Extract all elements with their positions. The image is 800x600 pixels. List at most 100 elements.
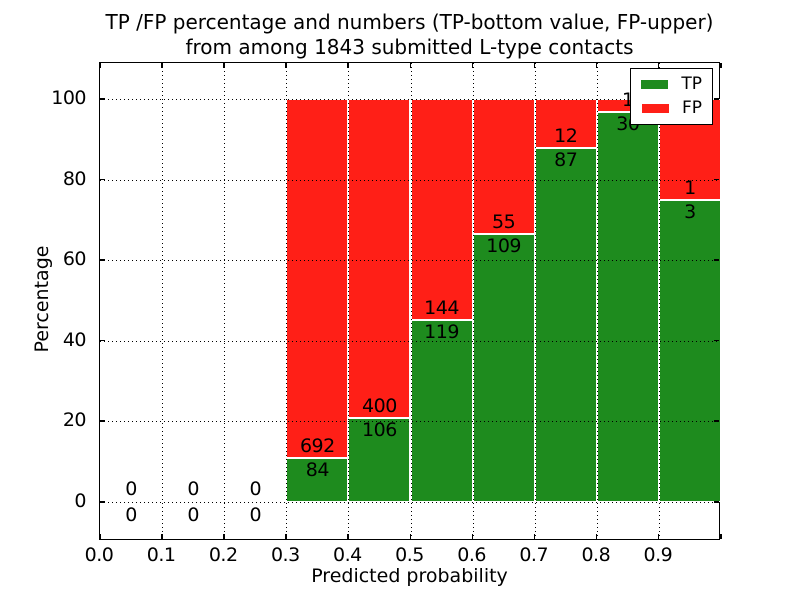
plot-ticks-layer bbox=[99, 63, 722, 539]
x-axis-tick-top bbox=[409, 63, 411, 68]
bar-tp-segment bbox=[596, 112, 659, 502]
y-axis-tick-right bbox=[714, 98, 719, 100]
legend-label: TP bbox=[681, 74, 702, 94]
tp-count-label: 3 bbox=[684, 201, 696, 224]
grid-line-vertical bbox=[658, 63, 660, 539]
bar-tp-segment bbox=[348, 417, 411, 502]
x-axis-tick-top bbox=[657, 63, 660, 68]
chart-title: TP /FP percentage and numbers (TP-bottom… bbox=[99, 10, 720, 60]
x-axis-tick-top bbox=[347, 63, 349, 68]
tp-count-label: 106 bbox=[362, 418, 397, 441]
y-tick-label: 100 bbox=[51, 87, 86, 110]
chart-title-line-1: TP /FP percentage and numbers (TP-bottom… bbox=[105, 10, 714, 34]
grid-line-horizontal bbox=[100, 99, 719, 101]
y-axis-tick-right bbox=[714, 259, 719, 261]
y-tick-label: 80 bbox=[62, 167, 87, 190]
x-axis-tick bbox=[595, 534, 598, 539]
y-axis-tick bbox=[100, 259, 105, 261]
x-axis-tick-top bbox=[471, 63, 474, 68]
tp-count-label: 84 bbox=[305, 459, 330, 482]
x-tick-label: 0.1 bbox=[146, 544, 176, 566]
y-axis-tick bbox=[100, 339, 105, 342]
x-axis-tick bbox=[409, 534, 411, 539]
legend-swatch bbox=[641, 80, 669, 89]
fp-count-label: 144 bbox=[424, 296, 459, 319]
fp-count-label: 12 bbox=[554, 125, 578, 148]
y-tick-label: 0 bbox=[74, 490, 86, 512]
y-tick-label: 60 bbox=[62, 248, 87, 271]
y-axis-label: Percentage bbox=[31, 245, 53, 353]
grid-line-horizontal bbox=[100, 421, 719, 423]
grid-line-vertical bbox=[348, 63, 350, 539]
grid-line-horizontal bbox=[100, 179, 719, 181]
legend: TP FP bbox=[630, 68, 713, 125]
plot-area: 0 0 0 0 0 0 692 84 400 106 144 119 55 109 12 87 1 30 1 3 TP… bbox=[99, 62, 722, 540]
bar-fp-segment bbox=[410, 99, 473, 320]
y-axis-tick-right bbox=[714, 420, 719, 422]
tp-count-label: 0 bbox=[187, 504, 199, 526]
x-axis-tick-top bbox=[223, 63, 225, 68]
bar-tp-segment bbox=[658, 200, 721, 502]
chart-title-line-2: from among 1843 submitted L-type contact… bbox=[185, 35, 634, 59]
legend-row: FP bbox=[641, 100, 702, 117]
grid-line-vertical bbox=[286, 63, 288, 539]
legend-label: FP bbox=[681, 98, 702, 118]
tp-count-label: 109 bbox=[486, 235, 522, 258]
grid-line-horizontal bbox=[100, 340, 719, 342]
x-axis-label: Predicted probability bbox=[311, 565, 508, 587]
y-tick-label: 20 bbox=[62, 409, 87, 432]
y-axis-tick bbox=[100, 98, 105, 100]
grid-line-horizontal bbox=[100, 502, 719, 503]
x-tick-label: 0.6 bbox=[457, 544, 486, 566]
bar-tp-segment bbox=[472, 234, 535, 502]
x-axis-tick-top bbox=[161, 63, 163, 68]
grid-line-horizontal bbox=[100, 260, 719, 262]
y-axis-tick-right bbox=[714, 178, 719, 181]
y-axis-tick bbox=[100, 178, 105, 181]
grid-line-vertical bbox=[596, 63, 598, 539]
x-axis-tick bbox=[99, 534, 101, 539]
x-tick-label: 0.8 bbox=[581, 544, 611, 566]
x-axis-tick bbox=[657, 534, 660, 539]
y-axis-tick bbox=[100, 501, 105, 503]
bars-layer bbox=[100, 63, 721, 539]
x-axis-tick-top bbox=[595, 63, 598, 68]
y-tick-label: 40 bbox=[62, 328, 87, 351]
x-axis-tick bbox=[720, 534, 722, 539]
fp-count-label: 0 bbox=[125, 478, 137, 500]
x-axis-tick bbox=[285, 534, 287, 539]
fp-count-label: 692 bbox=[299, 435, 335, 458]
y-axis-tick-right bbox=[714, 501, 719, 503]
bar-fp-segment bbox=[286, 99, 349, 459]
x-tick-label: 0.2 bbox=[208, 544, 238, 566]
x-axis-tick-top bbox=[99, 63, 101, 68]
x-tick-label: 0.7 bbox=[519, 544, 549, 566]
x-axis-tick bbox=[223, 534, 225, 539]
grid-line-vertical bbox=[224, 63, 226, 539]
grid-line-vertical bbox=[162, 63, 164, 539]
grid-line-vertical bbox=[472, 63, 474, 539]
bar-fp-segment bbox=[348, 99, 411, 418]
x-axis-tick-top bbox=[720, 63, 722, 68]
grid-line-vertical bbox=[534, 63, 536, 539]
x-tick-label: 0.3 bbox=[270, 544, 300, 566]
x-axis-tick-top bbox=[533, 63, 536, 68]
bar-tp-segment bbox=[286, 458, 349, 502]
x-tick-label: 0.5 bbox=[395, 544, 424, 566]
x-axis-tick bbox=[471, 534, 474, 539]
x-tick-label: 0.4 bbox=[333, 544, 362, 566]
fp-count-label: 0 bbox=[187, 478, 199, 500]
tp-count-label: 87 bbox=[554, 149, 578, 172]
bar-tp-segment bbox=[410, 319, 473, 502]
y-axis-tick-right bbox=[714, 339, 719, 342]
x-axis-tick bbox=[161, 534, 163, 539]
x-axis-tick-top bbox=[285, 63, 287, 68]
legend-row: TP bbox=[641, 76, 702, 93]
y-axis-tick bbox=[100, 420, 105, 422]
fp-count-label: 1 bbox=[684, 177, 696, 200]
x-tick-label: 0.0 bbox=[84, 544, 114, 566]
legend-swatch bbox=[641, 104, 669, 113]
grid-layer bbox=[100, 63, 719, 539]
fp-count-label: 400 bbox=[362, 394, 397, 417]
